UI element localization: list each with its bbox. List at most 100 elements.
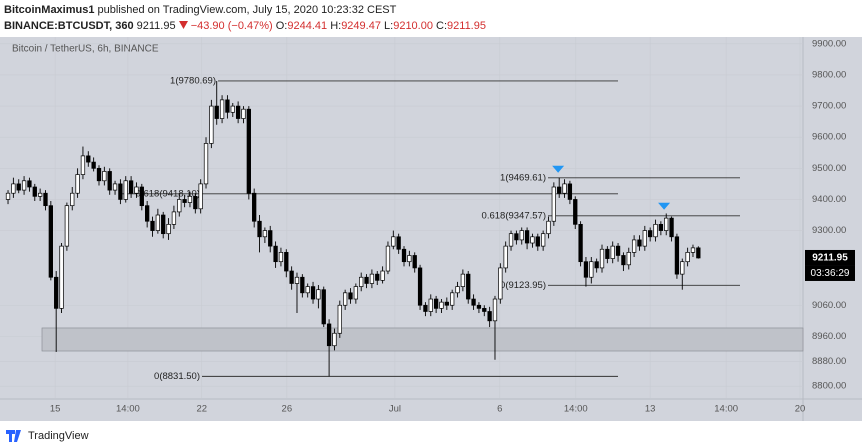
candle-body-down bbox=[466, 273, 471, 300]
ohlc-value: 9244.41 bbox=[287, 20, 328, 32]
candle-body-down bbox=[96, 167, 102, 182]
price-tag bbox=[805, 249, 855, 266]
candle-body-up bbox=[5, 192, 11, 200]
y-tick-label: 9500.00 bbox=[812, 163, 846, 174]
candle-body-up bbox=[380, 270, 385, 281]
candle-body-up bbox=[230, 105, 235, 113]
candle-body-down bbox=[423, 304, 428, 312]
x-tick-label: 14:00 bbox=[714, 404, 738, 415]
x-tick-label: Jul bbox=[389, 404, 401, 415]
candle-body-down bbox=[524, 230, 530, 244]
fib-label: 0(9123.95) bbox=[500, 280, 546, 291]
fib-label: 0.618(9418.10) bbox=[136, 188, 200, 199]
candle-body-down bbox=[321, 289, 326, 325]
footer-logo bbox=[6, 430, 21, 442]
candle-body-up bbox=[102, 171, 107, 182]
candle-body-down bbox=[567, 183, 573, 200]
candle-body-down bbox=[268, 230, 273, 247]
candle-body-down bbox=[658, 223, 664, 231]
change: −43.90 (−0.47%) bbox=[190, 20, 273, 32]
candle-body-up bbox=[187, 195, 193, 203]
candle-body-up bbox=[508, 233, 514, 247]
candle-body-down bbox=[300, 276, 305, 294]
candle-body-down bbox=[107, 171, 112, 191]
candle-body-down bbox=[43, 192, 48, 207]
x-tick-label: 14:00 bbox=[564, 404, 588, 415]
candle-body-up bbox=[551, 186, 556, 222]
y-tick-label: 9600.00 bbox=[812, 132, 846, 143]
y-tick-label: 9300.00 bbox=[812, 225, 846, 236]
candle-body-up bbox=[589, 261, 594, 278]
candle-body-up bbox=[540, 233, 546, 247]
candle-body-down bbox=[32, 186, 37, 197]
ohlc-label: C: bbox=[436, 20, 448, 32]
candle-body-up bbox=[80, 155, 86, 175]
candle-body-down bbox=[161, 214, 166, 235]
chart-background bbox=[0, 37, 862, 421]
candle-body-up bbox=[653, 223, 658, 238]
candle-body-down bbox=[674, 236, 680, 275]
candle-body-up bbox=[631, 239, 637, 253]
candle-body-down bbox=[214, 105, 219, 119]
candle-body-down bbox=[118, 183, 123, 200]
footer-brand: TradingView bbox=[28, 430, 89, 442]
countdown: 03:36:29 bbox=[811, 268, 850, 279]
candle-body-up bbox=[460, 273, 466, 287]
candle-body-up bbox=[209, 105, 214, 144]
candle-body-up bbox=[391, 236, 396, 247]
x-tick-label: 26 bbox=[282, 404, 293, 415]
candle-body-down bbox=[637, 239, 642, 247]
candle-body-down bbox=[535, 236, 540, 247]
candle-body-up bbox=[112, 183, 118, 191]
y-tick-label: 9900.00 bbox=[812, 38, 846, 49]
ohlc-value: 9210.00 bbox=[393, 20, 433, 32]
candle-body-up bbox=[241, 108, 246, 119]
candle-body-up bbox=[385, 245, 391, 272]
candle-body-up bbox=[519, 230, 524, 241]
candle-body-down bbox=[615, 245, 621, 256]
x-tick-label: 20 bbox=[795, 404, 806, 415]
x-tick-label: 6 bbox=[497, 404, 502, 415]
candle-body-up bbox=[353, 286, 359, 300]
candle-body-down bbox=[86, 155, 91, 163]
candle-body-up bbox=[21, 180, 27, 191]
candle-body-up bbox=[37, 192, 43, 197]
candle-body-up bbox=[11, 183, 16, 194]
x-tick-label: 22 bbox=[196, 404, 207, 415]
candle-body-down bbox=[145, 205, 150, 222]
candle-body-down bbox=[326, 323, 332, 347]
candle-body-down bbox=[557, 186, 562, 194]
candle-body-up bbox=[455, 286, 460, 294]
y-tick-label: 8800.00 bbox=[812, 381, 846, 392]
candle-body-up bbox=[343, 292, 348, 306]
y-tick-label: 9060.00 bbox=[812, 300, 846, 311]
publish-info: published on TradingView.com, July 15, 2… bbox=[94, 4, 397, 16]
candle-body-down bbox=[257, 220, 262, 238]
candle-body-up bbox=[546, 220, 551, 235]
author: BitcoinMaximus1 bbox=[4, 4, 95, 16]
ohlc-value: 9211.95 bbox=[447, 20, 486, 32]
candle-body-down bbox=[364, 276, 369, 284]
candle-body-down bbox=[193, 195, 198, 210]
candle-body-up bbox=[359, 276, 364, 287]
candle-body-up bbox=[64, 205, 70, 247]
candle-body-down bbox=[182, 199, 187, 203]
candle-body-up bbox=[155, 214, 161, 231]
candle-body-down bbox=[401, 248, 407, 263]
candle-body-up bbox=[503, 245, 508, 269]
candle-body-down bbox=[91, 161, 96, 169]
fib-label: 1(9780.69) bbox=[170, 75, 216, 86]
candle-body-up bbox=[664, 217, 669, 231]
candle-body-down bbox=[621, 255, 626, 266]
candle-body-down bbox=[412, 255, 417, 269]
countdown-box bbox=[805, 265, 855, 281]
y-tick-label: 9400.00 bbox=[812, 194, 846, 205]
fib-label: 1(9469.61) bbox=[500, 172, 546, 183]
down-arrow bbox=[178, 21, 188, 29]
candle-body-down bbox=[583, 261, 589, 278]
candle-body-down bbox=[225, 99, 230, 113]
ohlc: O:9244.41 H:9249.47 L:9210.00 C:9211.95 bbox=[276, 20, 486, 32]
candle-body-up bbox=[177, 199, 182, 213]
ohlc-value: 9249.47 bbox=[341, 20, 381, 32]
